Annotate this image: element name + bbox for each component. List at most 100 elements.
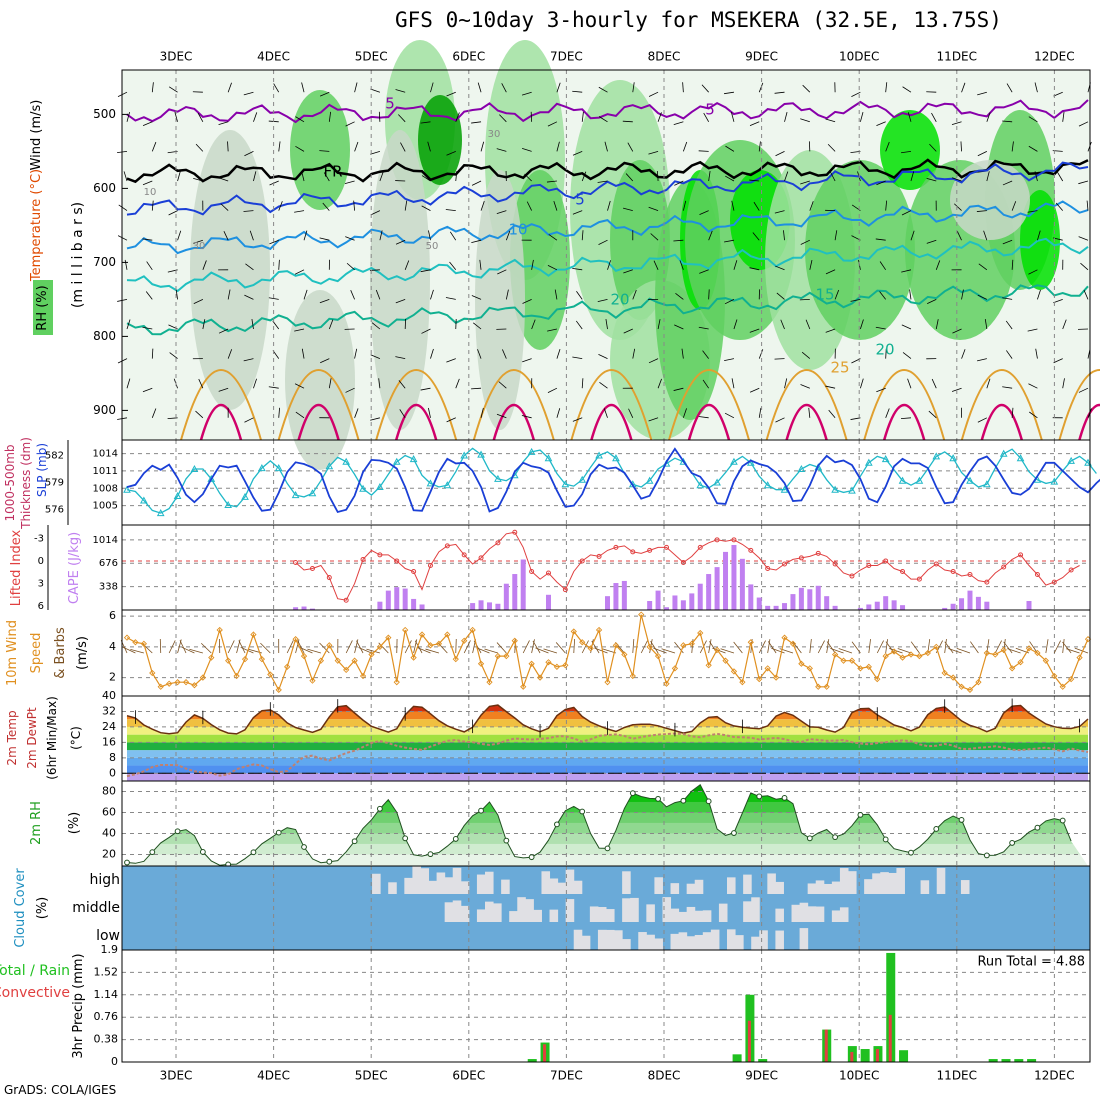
wind-barb — [758, 349, 764, 359]
surface-wind-barb — [437, 642, 448, 654]
wind-barb — [223, 230, 229, 241]
surface-wind-barb — [1053, 640, 1061, 654]
wind-barb — [455, 171, 458, 182]
wind-barb — [1002, 120, 1013, 123]
cloud-block — [880, 872, 889, 894]
bottom-date-axis: 3DEC 4DEC 5DEC 6DEC 7DEC 8DEC 9DEC 10DEC 11DEC 12… — [160, 1069, 1075, 1083]
wind-barb — [168, 86, 178, 93]
wind-speed-marker — [208, 654, 215, 661]
thickness-marker — [173, 491, 182, 499]
wind-speed-marker — [916, 652, 923, 660]
wind-barb — [497, 269, 507, 275]
wind-barb — [1002, 297, 1013, 300]
cloud-block — [476, 909, 486, 922]
wind-barb — [480, 407, 484, 418]
wind-barb — [546, 180, 557, 183]
wind-barb — [860, 319, 864, 330]
precip-total-bar — [886, 952, 896, 1062]
precip-total-bar — [988, 1059, 998, 1062]
grads-credit: GrADS: COLA/IGES — [4, 1083, 117, 1097]
thickness-marker — [224, 500, 233, 508]
thickness-marker — [544, 454, 553, 462]
cloud-block — [686, 883, 696, 894]
wind-speed-marker — [292, 636, 299, 643]
wind-speed-marker — [604, 679, 611, 686]
wind-barb — [268, 297, 279, 300]
wind-barb — [227, 289, 231, 300]
surface-wind-barb — [179, 640, 187, 654]
wind-barb — [531, 319, 536, 330]
rh-region — [805, 160, 915, 340]
thickness-marker — [291, 491, 300, 499]
wind-speed-marker — [166, 680, 173, 687]
li-marker — [900, 569, 906, 575]
wind-axis-label-4: (m/s) — [75, 636, 90, 670]
wind-speed-marker — [461, 637, 468, 644]
wind-barb — [581, 378, 584, 389]
wind-speed-marker — [899, 654, 906, 661]
wind-barb — [345, 387, 355, 393]
wind-barb — [319, 150, 330, 152]
wind-barb — [420, 269, 431, 273]
surface-wind-barb — [826, 641, 836, 654]
surface-wind-barb — [809, 639, 812, 654]
wind-barb — [117, 235, 128, 241]
wind-barb — [572, 210, 583, 215]
rh-marker — [326, 858, 333, 865]
cloud-block — [388, 882, 397, 894]
cape-bar — [680, 600, 686, 610]
wind-barb — [428, 230, 431, 241]
wind-tick: 6 — [109, 609, 116, 622]
cloud-block — [670, 908, 680, 922]
wind-speed-marker — [579, 639, 586, 646]
cape-bar — [984, 601, 990, 610]
li-marker — [714, 537, 720, 543]
wind-speed-marker — [831, 651, 839, 658]
wind-speed-marker — [149, 669, 156, 677]
top-date-label: 5DEC — [355, 50, 388, 64]
wind-barb — [202, 319, 206, 330]
cape-bar — [857, 607, 863, 610]
cloud-block — [509, 911, 518, 922]
cloud-block — [541, 871, 551, 894]
wind-barb — [218, 387, 229, 392]
wind-speed-marker — [494, 652, 502, 660]
wind-speed-marker — [680, 642, 687, 649]
rh-marker — [958, 817, 965, 823]
wind-barb — [1055, 202, 1064, 211]
bottom-date-label: 9DEC — [745, 1069, 778, 1083]
surface-wind-barb — [632, 639, 635, 654]
cloud-block — [622, 939, 631, 950]
thickness-marker — [763, 481, 772, 489]
wind-barb — [177, 171, 181, 182]
wind-speed-marker — [486, 679, 493, 686]
wind-barb — [1083, 290, 1089, 300]
wind-barb — [983, 230, 988, 241]
cape-bar — [731, 544, 737, 610]
surface-wind-barb — [168, 640, 176, 654]
thickness-marker — [932, 452, 941, 460]
rh-band — [127, 784, 1088, 792]
wind-speed-marker — [705, 662, 712, 669]
cloud-block — [476, 874, 486, 894]
precip-tick: 0.76 — [94, 1010, 119, 1023]
cloud-block — [622, 898, 631, 922]
precip-tick: 1.9 — [101, 943, 119, 956]
wind-barb — [421, 205, 431, 211]
rh-marker — [427, 851, 434, 858]
rh-marker — [983, 852, 990, 859]
wind-barb — [244, 294, 254, 300]
li-marker — [478, 555, 484, 561]
wind-barb — [935, 260, 941, 270]
cloud-block — [807, 906, 817, 922]
precip-convective-bar — [850, 1051, 854, 1062]
sfc-pressure-panel: 1005 1008 1011 1014 576 579 582 1000-500mb Thick… — [3, 437, 1100, 530]
cloud-block — [831, 910, 841, 922]
cloud-block — [670, 883, 680, 894]
wind-barb — [1002, 386, 1013, 389]
isotherm-line — [126, 237, 1089, 293]
wind-barb — [471, 121, 482, 124]
wind-barb — [346, 262, 355, 271]
wind-barb — [758, 82, 764, 93]
